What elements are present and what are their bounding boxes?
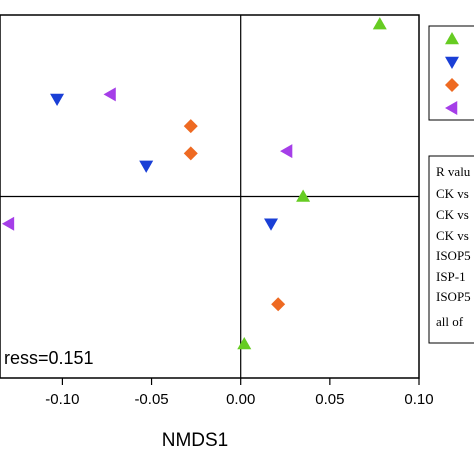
stats-line: ISOP5: [436, 248, 471, 263]
x-axis-title: NMDS1: [162, 430, 229, 451]
stats-line: CK vs: [436, 186, 469, 201]
stats-line: all of: [436, 314, 464, 329]
stats-line: ISP-1: [436, 269, 466, 284]
x-tick-label: -0.05: [134, 391, 168, 408]
stats-line: ISOP5: [436, 289, 471, 304]
x-tick-label: 0.05: [315, 391, 344, 408]
data-point-triangle-up: [237, 336, 252, 350]
stats-line: CK vs: [436, 207, 469, 222]
x-tick-label: -0.10: [45, 391, 79, 408]
stats-line: CK vs: [436, 228, 469, 243]
data-point-diamond: [183, 146, 198, 161]
stats-box: R valu CK vs CK vs CK vs ISOP5 ISP-1 ISOP5 all …: [428, 155, 474, 344]
data-point-triangle-left: [1, 216, 15, 231]
stats-line: R valu: [436, 164, 471, 179]
x-tick-label: 0.00: [226, 391, 255, 408]
x-tick-label: 0.10: [404, 391, 433, 408]
data-point-triangle-left: [280, 144, 293, 159]
data-point-triangle-down: [264, 218, 279, 231]
legend-marker-triangle-down: [445, 56, 459, 69]
stress-label: ress=0.151: [4, 348, 94, 368]
legend-marker-diamond: [445, 78, 459, 92]
legend-marker-triangle-up: [445, 32, 459, 45]
stats-box-frame: [428, 155, 474, 344]
legend-marker-triangle-left: [445, 101, 458, 115]
legend: [428, 25, 474, 121]
data-point-triangle-left: [103, 87, 116, 102]
data-point-diamond: [271, 297, 286, 312]
data-point-triangle-up: [372, 17, 387, 30]
data-point-diamond: [183, 119, 198, 134]
data-point-triangle-up: [296, 189, 311, 202]
data-point-triangle-down: [50, 93, 65, 106]
data-point-triangle-down: [139, 160, 154, 173]
